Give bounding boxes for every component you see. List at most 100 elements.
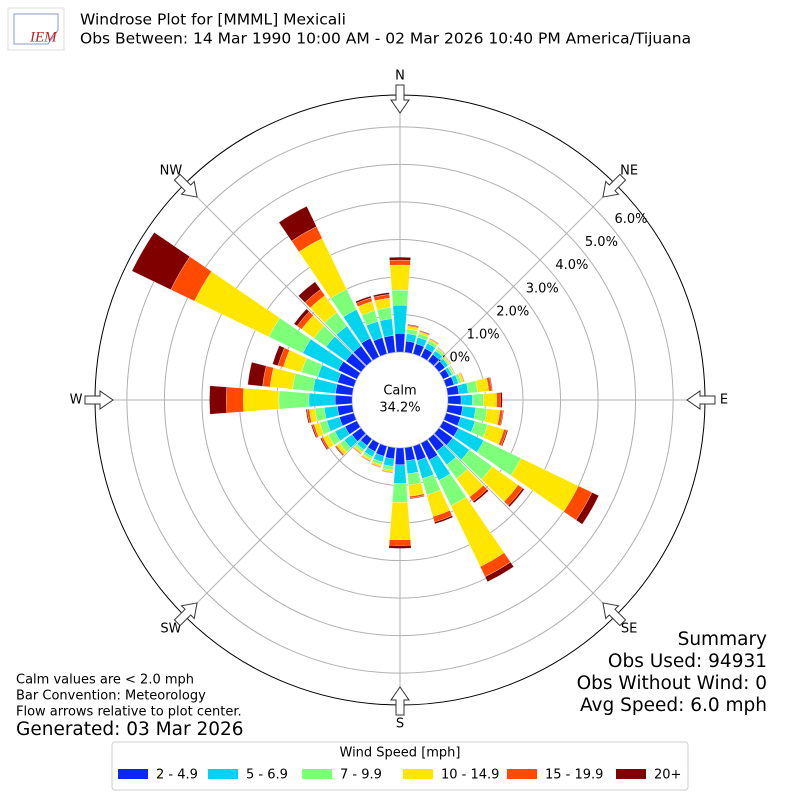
bar-segment — [209, 385, 227, 415]
flow-arrow — [390, 686, 410, 716]
summary-line: Obs Without Wind: 0 — [577, 673, 767, 694]
summary-line: Avg Speed: 6.0 mph — [580, 695, 767, 716]
note: Bar Convention: Meteorology — [16, 689, 206, 704]
bar-segment — [405, 459, 419, 475]
summary-line: Obs Used: 94931 — [608, 651, 767, 672]
bar-segment — [473, 407, 488, 422]
legend-swatch — [616, 769, 646, 779]
ring-label: 1.0% — [467, 328, 500, 343]
bar-segment — [131, 232, 191, 290]
legend-swatch — [302, 769, 332, 779]
ring-label: 6.0% — [614, 212, 647, 227]
ring-grid-line — [126, 126, 674, 674]
bar-segment — [305, 409, 310, 424]
legend-swatch — [118, 769, 148, 779]
bar-segment — [298, 281, 321, 303]
bar-segment — [447, 395, 462, 405]
bar-segment — [483, 392, 497, 408]
legend-title: Wind Speed [mph] — [340, 746, 461, 761]
bar-segment — [361, 456, 371, 463]
bar-segment — [489, 376, 493, 392]
bar-segment — [457, 382, 469, 395]
chart-title: Windrose Plot for [MMML] Mexicali — [80, 11, 346, 29]
bar-segment — [407, 471, 422, 486]
bar-segment — [449, 365, 456, 374]
bar-segment — [575, 492, 599, 525]
bar-segment — [394, 447, 406, 466]
bar-segment — [278, 390, 310, 410]
bar-segment — [444, 355, 452, 364]
generated: Generated: 03 Mar 2026 — [16, 719, 244, 740]
bar-segment — [510, 458, 579, 512]
bar-segment — [381, 470, 393, 474]
bar-segment — [500, 410, 504, 426]
legend-label: 20+ — [654, 768, 681, 783]
bar-segment — [500, 392, 503, 408]
bar-segment — [393, 464, 407, 484]
bar-segment — [472, 393, 484, 407]
radial-grid-line — [433, 183, 617, 367]
legend-swatch — [403, 769, 433, 779]
bar-segment — [370, 463, 382, 469]
bar-segment — [484, 408, 501, 426]
bar-segment — [437, 347, 446, 355]
calm-label: Calm — [383, 384, 416, 399]
bar-segment — [272, 345, 285, 366]
ring-label: 2.0% — [496, 304, 529, 319]
bar-segment — [460, 394, 473, 406]
logo-outline — [13, 13, 59, 45]
summary-line: Summary — [678, 629, 767, 650]
radial-grid-line — [183, 433, 367, 617]
legend-label: 5 - 6.9 — [246, 768, 288, 783]
bar-segment — [475, 377, 489, 393]
legend-label: 15 - 19.9 — [545, 768, 603, 783]
bar-segment — [389, 256, 411, 261]
direction-label: E — [720, 393, 728, 408]
bar-segment — [269, 367, 296, 390]
bar-segment — [320, 437, 329, 451]
bar-segment — [324, 406, 340, 419]
bar-segment — [308, 393, 336, 407]
flow-arrow — [602, 602, 627, 627]
flow-arrow — [390, 84, 410, 114]
direction-label: SW — [160, 622, 181, 637]
legend-label: 7 - 9.9 — [340, 768, 382, 783]
bar-segment — [496, 392, 501, 408]
bar-segment — [310, 424, 318, 439]
chart-subtitle: Obs Between: 14 Mar 1990 10:00 AM - 02 M… — [80, 30, 691, 48]
bar-segment — [460, 372, 465, 383]
bar-segment — [293, 308, 310, 327]
bar-segment — [388, 539, 412, 546]
bar-segment — [446, 385, 460, 396]
legend-label: 2 - 4.9 — [156, 768, 198, 783]
bar-segment — [389, 501, 411, 541]
ring-label: 5.0% — [585, 235, 618, 250]
bar-segment — [389, 259, 411, 266]
bar-segment — [373, 292, 390, 298]
flow-arrow — [173, 173, 198, 198]
flow-arrow — [602, 173, 627, 198]
bar-segment — [434, 515, 454, 525]
direction-label: NW — [160, 163, 183, 178]
bar-segment — [388, 544, 412, 549]
bar-segment — [507, 488, 525, 508]
direction-label: W — [70, 393, 83, 408]
bar-segment — [243, 388, 280, 412]
bar-segment — [385, 446, 396, 460]
bar-segment — [394, 333, 406, 353]
bar-segment — [226, 386, 244, 414]
note: Flow arrows relative to plot center. — [16, 705, 242, 720]
direction-label: NE — [620, 163, 638, 178]
bar-segment — [404, 340, 415, 354]
bar-segment — [334, 394, 353, 406]
bar-segment — [460, 406, 476, 419]
bar-segment — [278, 206, 317, 242]
radial-grid-line — [183, 183, 367, 367]
note: Calm values are < 2.0 mph — [16, 673, 194, 688]
bar-segment — [334, 445, 344, 457]
legend: 2 - 4.9 5 - 6.9 7 - 9.9 10 - 14.9 15 - 19.9 2… — [118, 768, 681, 783]
bar-segment — [391, 289, 409, 306]
bar-segment — [247, 362, 267, 387]
direction-label: SE — [621, 622, 637, 637]
